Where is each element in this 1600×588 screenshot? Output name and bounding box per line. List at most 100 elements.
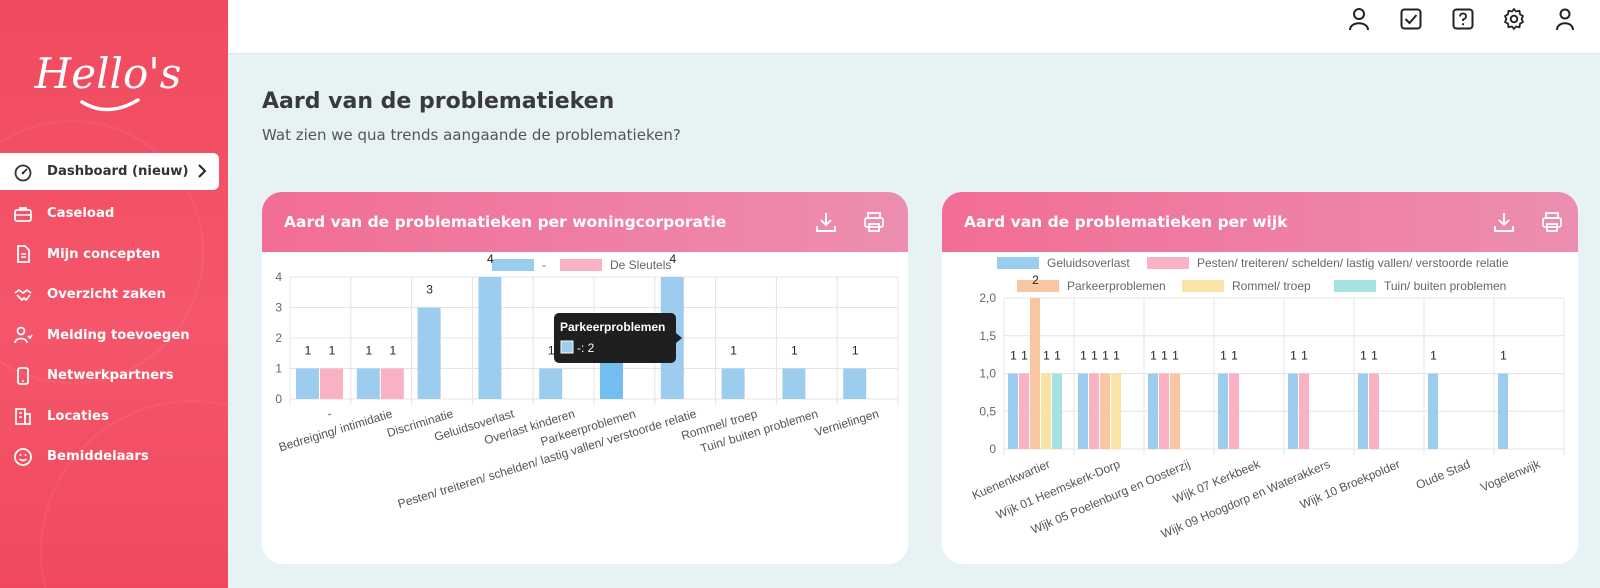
page-subtitle: Wat zien we qua trends aangaande de prob… xyxy=(262,126,681,144)
sidebar-item-mijn-concepten[interactable]: Mijn concepten xyxy=(0,234,228,275)
data-label: 1 xyxy=(1091,349,1098,363)
tooltip-title: Parkeerproblemen xyxy=(560,320,665,334)
gear-icon[interactable] xyxy=(1501,6,1527,32)
tooltip-swatch xyxy=(560,340,574,354)
print-icon[interactable] xyxy=(862,210,886,234)
bar xyxy=(1288,373,1298,449)
sidebar-item-melding-toevoegen[interactable]: Melding toevoegen xyxy=(0,315,228,356)
data-label: 2 xyxy=(1032,273,1039,287)
sidebar-item-label: Overzicht zaken xyxy=(47,287,166,303)
legend-label: Rommel/ troep xyxy=(1232,279,1311,293)
data-label: 1 xyxy=(1054,349,1061,363)
briefcase-icon xyxy=(12,203,34,225)
data-label: 1 xyxy=(1161,349,1168,363)
data-label: 1 xyxy=(1220,349,1227,363)
top-bar xyxy=(228,0,1600,54)
sidebar-item-overzicht-zaken[interactable]: Overzicht zaken xyxy=(0,275,228,316)
profile-icon[interactable] xyxy=(1552,6,1578,32)
data-label: 1 xyxy=(1021,349,1028,363)
y-tick-label: 0,5 xyxy=(979,404,996,418)
data-label: 1 xyxy=(1231,349,1238,363)
tooltip-value: -: 2 xyxy=(577,341,595,355)
sidebar-item-label: Mijn concepten xyxy=(47,246,161,262)
legend-swatch xyxy=(560,259,602,271)
document-icon xyxy=(12,243,34,265)
svg-text:Hello's: Hello's xyxy=(34,49,182,98)
data-label: 1 xyxy=(1010,349,1017,363)
download-icon[interactable] xyxy=(814,210,838,234)
bar xyxy=(1052,373,1062,449)
legend-swatch xyxy=(1334,280,1376,292)
data-label: 1 xyxy=(548,344,555,358)
data-label: 1 xyxy=(1500,349,1507,363)
bar xyxy=(380,368,404,399)
data-label: 4 xyxy=(487,252,494,266)
bar xyxy=(1299,373,1309,449)
data-label: 3 xyxy=(426,283,433,297)
chevron-right-icon xyxy=(195,163,209,183)
card-header: Aard van de problematieken per wijk xyxy=(942,192,1578,252)
y-tick-label: 1 xyxy=(275,362,282,376)
bar xyxy=(478,277,502,399)
tooltip-arrow xyxy=(676,333,682,343)
bar xyxy=(1159,373,1169,449)
data-label: 1 xyxy=(389,344,396,358)
sidebar-item-label: Bemiddelaars xyxy=(47,449,149,465)
bar xyxy=(1229,373,1239,449)
bar-chart-wijk: Geluidsoverlast Pesten/ treiteren/ scheld… xyxy=(970,256,1565,541)
legend-label: De Sleutels xyxy=(610,258,671,272)
bar xyxy=(1358,373,1368,449)
bar xyxy=(1218,373,1228,449)
page-title: Aard van de problematieken xyxy=(262,89,615,114)
legend-swatch xyxy=(1147,257,1189,269)
legend-label: Geluidsoverlast xyxy=(1047,256,1130,270)
bar xyxy=(1008,373,1018,449)
data-label: 1 xyxy=(305,344,312,358)
sidebar-item-dashboard[interactable]: Dashboard (nieuw) xyxy=(0,153,219,190)
data-label: 1 xyxy=(365,344,372,358)
hellos-logo[interactable]: Hello's xyxy=(0,30,228,120)
x-tick-label: Bedreiging/ intimidatie xyxy=(277,406,394,454)
x-tick-label: Vogelenwijk xyxy=(1478,456,1543,494)
data-label: 1 xyxy=(329,344,336,358)
bar xyxy=(1369,373,1379,449)
legend-swatch xyxy=(1017,280,1059,292)
data-label: 1 xyxy=(1043,349,1050,363)
legend-label: Tuin/ buiten problemen xyxy=(1384,279,1506,293)
legend-label: Parkeerproblemen xyxy=(1067,279,1166,293)
data-label: 1 xyxy=(1371,349,1378,363)
bar xyxy=(356,368,380,399)
data-label: 1 xyxy=(1360,349,1367,363)
user-icon[interactable] xyxy=(1346,6,1372,32)
legend-swatch xyxy=(1182,280,1224,292)
bar xyxy=(1041,373,1051,449)
phone-icon xyxy=(12,365,34,387)
data-label: 1 xyxy=(1113,349,1120,363)
bar xyxy=(843,368,867,399)
bar xyxy=(417,307,441,399)
print-icon[interactable] xyxy=(1540,210,1564,234)
legend-swatch xyxy=(492,259,534,271)
bar xyxy=(320,368,343,399)
handshake-icon xyxy=(12,284,34,306)
download-icon[interactable] xyxy=(1492,210,1516,234)
sidebar-item-caseload[interactable]: Caseload xyxy=(0,194,228,235)
bar xyxy=(782,368,806,399)
bar xyxy=(1170,373,1180,449)
sidebar-item-bemiddelaars[interactable]: Bemiddelaars xyxy=(0,437,228,478)
help-icon[interactable] xyxy=(1450,6,1476,32)
sidebar: Hello's Dashboard (nieuw) Caseload Mijn … xyxy=(0,0,228,588)
sidebar-item-label: Netwerkpartners xyxy=(47,368,174,384)
y-tick-label: 2 xyxy=(275,331,282,345)
checkbox-icon[interactable] xyxy=(1398,6,1424,32)
card-title: Aard van de problematieken per woningcor… xyxy=(284,213,727,231)
card-title: Aard van de problematieken per wijk xyxy=(964,213,1288,231)
sidebar-item-netwerkpartners[interactable]: Netwerkpartners xyxy=(0,356,228,397)
data-label: 1 xyxy=(852,344,859,358)
sidebar-item-locaties[interactable]: Locaties xyxy=(0,396,228,437)
data-label: 1 xyxy=(1080,349,1087,363)
bar xyxy=(721,368,745,399)
tooltip-box xyxy=(554,313,676,363)
bar xyxy=(1148,373,1158,449)
bar-chart-woningcorporatie: - De Sleutels 0 1 2 3 4 1 1 - 1 1 Bedreiging/ intimi… xyxy=(275,252,899,511)
